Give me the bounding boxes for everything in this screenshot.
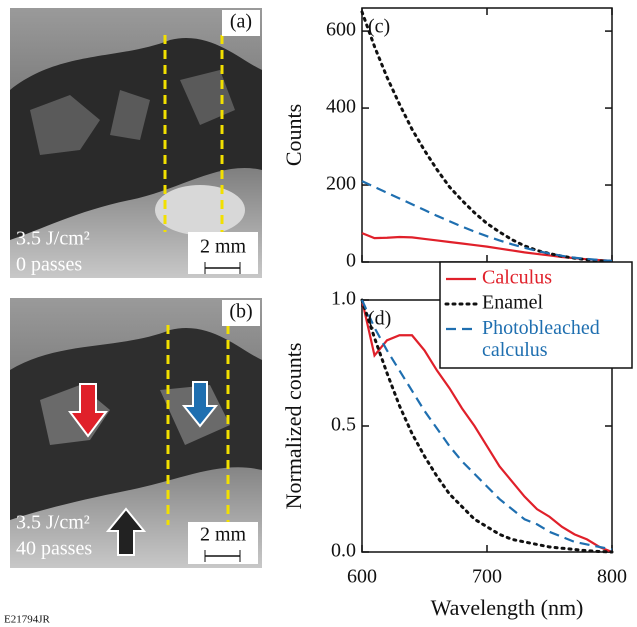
photo-a xyxy=(10,8,262,278)
x-tick-label: 800 xyxy=(597,566,627,588)
x-axis-label: Wavelength (nm) xyxy=(431,595,584,620)
passes-label: 40 passes xyxy=(16,538,92,560)
x-tick-label: 600 xyxy=(347,566,377,588)
series-line xyxy=(360,299,613,551)
fluence-label: 3.5 J/cm² xyxy=(16,512,90,534)
scale-label: 2 mm xyxy=(200,524,247,546)
y-axis-label: Counts xyxy=(281,104,306,166)
series-line xyxy=(361,232,613,262)
photo-b xyxy=(10,298,262,568)
legend-label-line: calculus xyxy=(482,339,548,361)
legend-label: Enamel xyxy=(482,292,544,314)
y-tick-label: 0.5 xyxy=(331,414,356,436)
y-tick-label: 200 xyxy=(326,173,356,195)
legend-label: Photobleached calculus xyxy=(482,317,605,361)
y-tick-label: 400 xyxy=(326,96,356,118)
panel-label: (b) xyxy=(229,301,252,323)
y-tick-label: 1.0 xyxy=(331,288,356,310)
series-line xyxy=(361,180,613,262)
passes-label: 0 passes xyxy=(16,254,82,276)
panel-label: (c) xyxy=(368,16,390,38)
legend-box xyxy=(439,261,633,369)
x-tick-label: 700 xyxy=(472,566,502,588)
y-tick-label: 0 xyxy=(346,250,356,272)
y-tick-label: 600 xyxy=(326,19,356,41)
panel-label: (a) xyxy=(230,11,252,33)
legend-label: Calculus xyxy=(482,267,552,289)
y-axis-label: Normalized counts xyxy=(281,343,306,510)
panel-label: (d) xyxy=(368,308,391,330)
series-line xyxy=(360,299,613,554)
fluence-label: 3.5 J/cm² xyxy=(16,228,90,250)
plot-frame xyxy=(361,7,613,263)
legend-label-line: Photobleached xyxy=(482,317,605,339)
figure-id: E21794JR xyxy=(4,614,51,626)
series-line xyxy=(360,10,614,263)
series-line xyxy=(360,298,614,554)
scale-label: 2 mm xyxy=(200,236,247,258)
y-tick-label: 0.0 xyxy=(331,540,356,562)
